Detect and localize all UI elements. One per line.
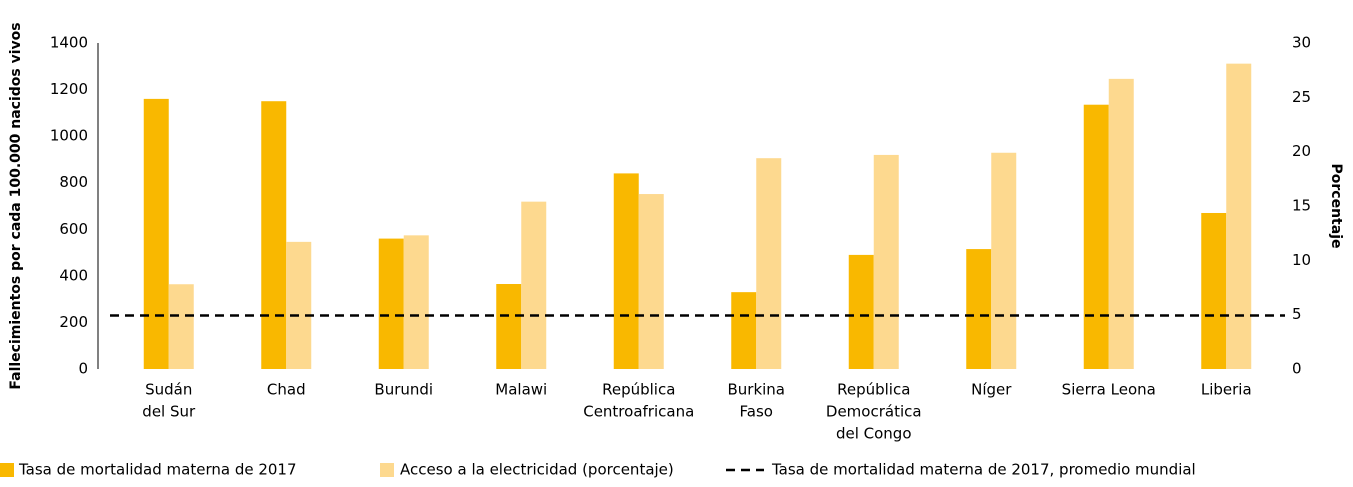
x-tick-label: Liberia [1201, 381, 1252, 399]
x-tick-label: Centroafricana [583, 403, 694, 421]
bar [756, 158, 782, 369]
y-tick-label: 1000 [50, 127, 88, 145]
bar [286, 241, 312, 369]
x-tick-label: Sierra Leona [1062, 381, 1156, 399]
bar [873, 154, 899, 369]
y-tick-label: 1200 [50, 80, 88, 98]
y-tick-label: 0 [78, 360, 88, 378]
bar [143, 98, 169, 369]
x-tick-label: del Sur [142, 403, 196, 421]
y-tick-label: 1400 [50, 34, 88, 52]
bar [731, 292, 757, 369]
x-tick-label: Chad [267, 381, 306, 399]
bar [638, 194, 664, 369]
bar [1083, 104, 1109, 369]
bar [403, 235, 429, 369]
legend-label: Tasa de mortalidad materna de 2017, prom… [771, 461, 1196, 479]
bar [991, 152, 1017, 369]
bar [496, 284, 522, 369]
y2-tick-label: 15 [1292, 197, 1311, 215]
y2-axis-label: Porcentaje [1328, 164, 1344, 249]
x-tick-label: República [837, 381, 910, 399]
legend-label: Tasa de mortalidad materna de 2017 [18, 461, 297, 479]
bar [168, 284, 194, 369]
y2-tick-label: 0 [1292, 360, 1302, 378]
x-tick-label: Faso [740, 403, 773, 421]
bar [848, 254, 874, 369]
y-tick-label: 600 [59, 220, 88, 238]
x-tick-label: Níger [971, 381, 1012, 399]
bar [1108, 78, 1134, 370]
legend-swatch [380, 463, 394, 477]
bar [966, 249, 992, 369]
y2-tick-label: 20 [1292, 142, 1311, 160]
x-tick-label: República [602, 381, 675, 399]
y-tick-label: 200 [59, 313, 88, 331]
y2-tick-label: 25 [1292, 88, 1311, 106]
y-axis-label: Fallecimientos por cada 100.000 nacidos … [8, 22, 24, 389]
x-tick-label: Burundi [374, 381, 433, 399]
bar [1201, 212, 1227, 369]
legend-swatch [0, 463, 14, 477]
x-tick-label: del Congo [836, 425, 912, 443]
y-tick-label: 800 [59, 173, 88, 191]
bar [613, 173, 639, 369]
bar [521, 201, 547, 369]
bar [378, 238, 404, 369]
x-tick-label: Sudán [145, 381, 192, 399]
y2-tick-label: 10 [1292, 251, 1311, 269]
y2-tick-label: 30 [1292, 34, 1311, 52]
x-tick-label: Democrática [826, 403, 922, 421]
bar [261, 101, 287, 369]
bar [1226, 63, 1252, 369]
y2-tick-label: 5 [1292, 305, 1302, 323]
x-tick-label: Malawi [495, 381, 547, 399]
x-tick-label: Burkina [727, 381, 785, 399]
y-tick-label: 400 [59, 266, 88, 284]
legend-label: Acceso a la electricidad (porcentaje) [400, 461, 674, 479]
